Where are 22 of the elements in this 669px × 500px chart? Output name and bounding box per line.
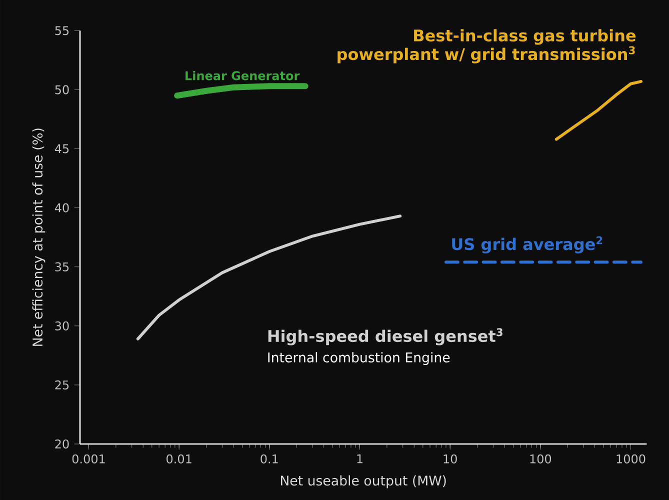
series-label: Best-in-class gas turbine powerplant w/ grid transmission$^{3}$ bbox=[338, 29, 636, 64]
x-tick-label: 100 bbox=[530, 454, 552, 464]
x-tick-label: 1 bbox=[357, 454, 362, 464]
x-tick-label: 0.001 bbox=[72, 454, 105, 464]
y-tick-label: 45 bbox=[54, 144, 69, 154]
x-tick-label: 1000 bbox=[616, 454, 646, 464]
y-tick-label: 20 bbox=[55, 439, 69, 449]
y-tick-label: 25 bbox=[55, 380, 69, 390]
annotation: Internal combustion Engine bbox=[268, 352, 450, 366]
series-label: Linear Generator bbox=[186, 70, 300, 80]
y-axis-title: Net efficiency at point of use (%) bbox=[32, 128, 46, 346]
y-tick-label: 40 bbox=[54, 203, 69, 212]
y-tick-label: 30 bbox=[55, 321, 69, 330]
series-label: US grid average$^{2}$ bbox=[452, 236, 602, 254]
y-tick-label: 55 bbox=[55, 26, 69, 36]
text: High-speed diesel genset$^{3}$ bbox=[268, 328, 502, 346]
x-tick-label: 0.1 bbox=[260, 454, 278, 464]
y-tick-label: 35 bbox=[55, 262, 69, 272]
x-axis-title: Net useable output (MW) bbox=[280, 475, 446, 488]
y-tick-label: 50 bbox=[55, 85, 69, 94]
x-tick-label: 0.01 bbox=[166, 454, 192, 464]
x-tick-label: 10 bbox=[444, 454, 457, 464]
